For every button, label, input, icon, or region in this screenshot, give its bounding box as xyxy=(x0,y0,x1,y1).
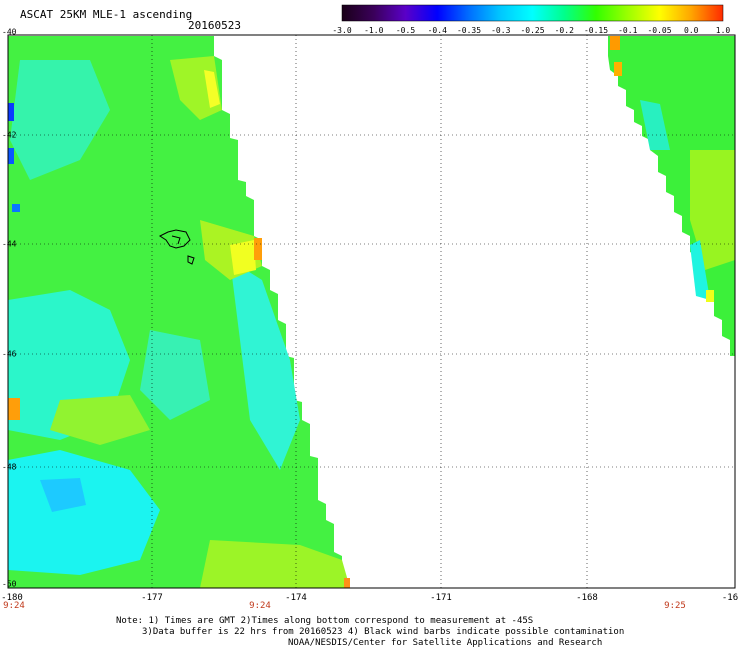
lat-label-50: -50 xyxy=(2,579,17,589)
lat-label-48: -48 xyxy=(2,462,17,472)
right-cyan-1 xyxy=(640,100,670,150)
colorbar-tick-label: -0.35 xyxy=(456,26,482,35)
island-outline xyxy=(159,229,195,265)
colorbar-tick-label: -0.5 xyxy=(395,26,416,35)
colorbar-tick-label: -0.1 xyxy=(618,26,638,35)
right-orange xyxy=(610,36,620,50)
right-orange-2 xyxy=(614,62,622,76)
time-label-1: 9:24 xyxy=(3,601,25,611)
colorbar-tick-label: 0.0 xyxy=(684,26,699,35)
colorbar-tick-label: -0.4 xyxy=(427,26,447,35)
colorbar-tick-label: -0.2 xyxy=(554,26,574,35)
right-yellow xyxy=(706,290,714,302)
note-line-1: Note: 1) Times are GMT 2)Times along bot… xyxy=(116,616,534,626)
lon-label-180: -180 xyxy=(1,593,23,603)
colorbar-labels: -3.0 -1.0 -0.5 -0.4 -0.35 -0.3 -0.25 -0.2 -0.15-… xyxy=(330,26,735,38)
lon-label-16: -16 xyxy=(721,593,739,603)
note-line-3: NOAA/NESDIS/Center for Satellite Applica… xyxy=(288,638,603,648)
lat-label-40: -40 xyxy=(2,27,17,37)
colorbar-tick-label: -0.15 xyxy=(583,26,609,35)
right-cyan-2 xyxy=(690,240,710,300)
right-swath xyxy=(608,36,735,356)
plot-frame xyxy=(7,34,736,589)
colorbar-tick-label: -3.0 xyxy=(332,26,352,35)
lon-label-171: -171 xyxy=(430,593,452,603)
note-line-2: 3)Data buffer is 22 hrs from 20160523 4)… xyxy=(142,627,625,637)
lat-label-46: -46 xyxy=(2,349,17,359)
colorbar-tick-label: -0.3 xyxy=(491,26,511,35)
colorbar-tick-label: 1.0 xyxy=(715,26,731,35)
lon-label-174: -174 xyxy=(285,593,307,603)
lon-label-168: -168 xyxy=(576,593,598,603)
colorbar-tick-label: -1.0 xyxy=(364,26,384,35)
lat-label-44: -44 xyxy=(2,239,17,249)
left-swath xyxy=(8,36,350,588)
chart-title: ASCAT 25KM MLE-1 ascending xyxy=(20,8,193,21)
time-label-3: 9:25 xyxy=(664,601,686,611)
chart-date: 20160523 xyxy=(188,19,241,32)
colorbar-gradient xyxy=(341,4,724,22)
colorbar-tick-label: -0.05 xyxy=(647,26,672,35)
right-swath-base xyxy=(608,36,735,356)
lon-label-177: -177 xyxy=(141,593,163,603)
grid-lines xyxy=(8,35,735,588)
colorbar xyxy=(341,4,724,22)
right-yg-1 xyxy=(690,150,735,270)
lat-label-42: -42 xyxy=(2,130,17,140)
colorbar-tick-label: -0.25 xyxy=(520,26,545,35)
time-label-2: 9:24 xyxy=(249,601,271,611)
